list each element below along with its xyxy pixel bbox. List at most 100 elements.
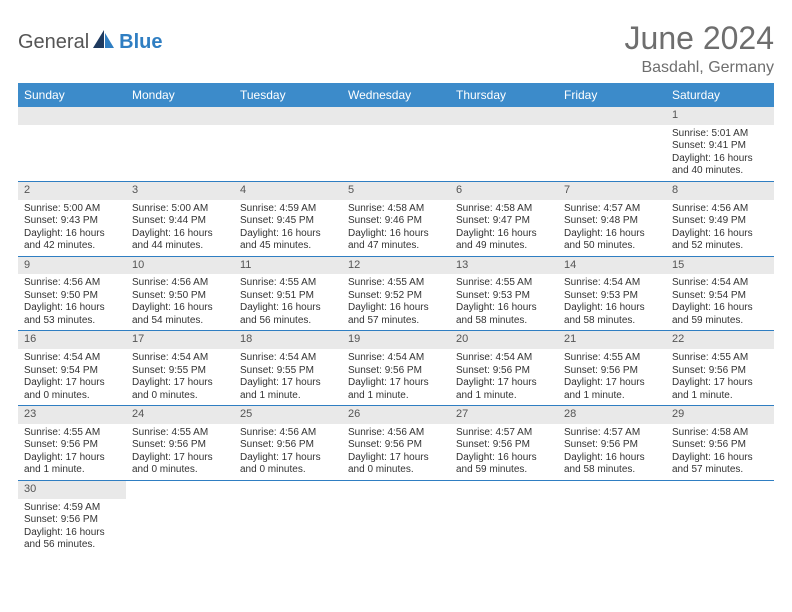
calendar-cell: 11Sunrise: 4:55 AMSunset: 9:51 PMDayligh… [234, 256, 342, 331]
daynum-bar-empty [126, 107, 234, 125]
day-content: Sunrise: 4:55 AMSunset: 9:56 PMDaylight:… [558, 349, 666, 405]
sunset-text: Sunset: 9:53 PM [456, 290, 552, 303]
sunrise-text: Sunrise: 4:59 AM [24, 502, 120, 515]
day-content: Sunrise: 4:56 AMSunset: 9:49 PMDaylight:… [666, 200, 774, 256]
calendar-cell: 30 Sunrise: 4:59 AMSunset: 9:56 PMDayligh… [18, 480, 126, 554]
daylight-text: Daylight: 16 hours and 59 minutes. [456, 452, 552, 477]
sunset-text: Sunset: 9:44 PM [132, 215, 228, 228]
sunset-text: Sunset: 9:56 PM [24, 514, 120, 527]
daylight-text: Daylight: 17 hours and 1 minute. [456, 377, 552, 402]
daylight-text: Daylight: 16 hours and 53 minutes. [24, 302, 120, 327]
day-content: Sunrise: 5:01 AMSunset: 9:41 PMDaylight:… [666, 125, 774, 181]
day-content: Sunrise: 4:54 AMSunset: 9:55 PMDaylight:… [234, 349, 342, 405]
day-content: Sunrise: 4:55 AMSunset: 9:52 PMDaylight:… [342, 274, 450, 330]
day-number: 15 [666, 257, 774, 275]
daylight-text: Daylight: 16 hours and 56 minutes. [24, 527, 120, 552]
sunset-text: Sunset: 9:54 PM [24, 365, 120, 378]
daylight-text: Daylight: 17 hours and 0 minutes. [24, 377, 120, 402]
calendar-cell [450, 480, 558, 554]
sunset-text: Sunset: 9:49 PM [672, 215, 768, 228]
day-content: Sunrise: 4:58 AMSunset: 9:46 PMDaylight:… [342, 200, 450, 256]
weekday-header: Thursday [450, 83, 558, 107]
sunrise-text: Sunrise: 4:55 AM [132, 427, 228, 440]
day-number: 24 [126, 406, 234, 424]
day-number: 11 [234, 257, 342, 275]
day-number: 5 [342, 182, 450, 200]
day-number: 3 [126, 182, 234, 200]
calendar-cell: 27Sunrise: 4:57 AMSunset: 9:56 PMDayligh… [450, 406, 558, 481]
weekday-header-row: Sunday Monday Tuesday Wednesday Thursday… [18, 83, 774, 107]
sunset-text: Sunset: 9:55 PM [132, 365, 228, 378]
day-content: Sunrise: 4:54 AMSunset: 9:56 PMDaylight:… [342, 349, 450, 405]
sunset-text: Sunset: 9:43 PM [24, 215, 120, 228]
calendar-cell: 13Sunrise: 4:55 AMSunset: 9:53 PMDayligh… [450, 256, 558, 331]
calendar-week-row: 2Sunrise: 5:00 AMSunset: 9:43 PMDaylight… [18, 181, 774, 256]
calendar-cell: 4Sunrise: 4:59 AMSunset: 9:45 PMDaylight… [234, 181, 342, 256]
day-content: Sunrise: 4:56 AMSunset: 9:56 PMDaylight:… [234, 424, 342, 480]
calendar-cell [18, 107, 126, 181]
day-content: Sunrise: 4:59 AMSunset: 9:45 PMDaylight:… [234, 200, 342, 256]
calendar-cell: 14Sunrise: 4:54 AMSunset: 9:53 PMDayligh… [558, 256, 666, 331]
sunrise-text: Sunrise: 4:54 AM [132, 352, 228, 365]
day-number: 21 [558, 331, 666, 349]
weekday-header: Tuesday [234, 83, 342, 107]
day-number: 6 [450, 182, 558, 200]
calendar-cell: 9Sunrise: 4:56 AMSunset: 9:50 PMDaylight… [18, 256, 126, 331]
day-content: Sunrise: 4:55 AMSunset: 9:56 PMDaylight:… [18, 424, 126, 480]
calendar-cell: 5Sunrise: 4:58 AMSunset: 9:46 PMDaylight… [342, 181, 450, 256]
page-header: General Blue June 2024 Basdahl, Germany [18, 20, 774, 77]
sunset-text: Sunset: 9:56 PM [348, 439, 444, 452]
calendar-cell [126, 107, 234, 181]
sunset-text: Sunset: 9:50 PM [24, 290, 120, 303]
day-number: 30 [18, 481, 126, 499]
sunset-text: Sunset: 9:55 PM [240, 365, 336, 378]
sunset-text: Sunset: 9:56 PM [240, 439, 336, 452]
daylight-text: Daylight: 16 hours and 40 minutes. [672, 153, 768, 178]
day-number: 12 [342, 257, 450, 275]
sunrise-text: Sunrise: 4:58 AM [672, 427, 768, 440]
day-number: 4 [234, 182, 342, 200]
daynum-bar-empty [450, 107, 558, 125]
daynum-bar-empty [558, 107, 666, 125]
day-content: Sunrise: 4:54 AMSunset: 9:55 PMDaylight:… [126, 349, 234, 405]
brand-logo: General Blue [18, 20, 163, 55]
day-number: 22 [666, 331, 774, 349]
calendar-week-row: 30 Sunrise: 4:59 AMSunset: 9:56 PMDayligh… [18, 480, 774, 554]
calendar-cell: 24Sunrise: 4:55 AMSunset: 9:56 PMDayligh… [126, 406, 234, 481]
calendar-body: 1Sunrise: 5:01 AMSunset: 9:41 PMDaylight… [18, 107, 774, 555]
calendar-cell: 10Sunrise: 4:56 AMSunset: 9:50 PMDayligh… [126, 256, 234, 331]
daylight-text: Daylight: 16 hours and 57 minutes. [348, 302, 444, 327]
day-number: 8 [666, 182, 774, 200]
calendar-cell: 17Sunrise: 4:54 AMSunset: 9:55 PMDayligh… [126, 331, 234, 406]
sunrise-text: Sunrise: 5:00 AM [132, 203, 228, 216]
sunrise-text: Sunrise: 4:57 AM [564, 203, 660, 216]
sunset-text: Sunset: 9:56 PM [348, 365, 444, 378]
day-content: Sunrise: 4:55 AMSunset: 9:56 PMDaylight:… [666, 349, 774, 405]
calendar-cell: 20Sunrise: 4:54 AMSunset: 9:56 PMDayligh… [450, 331, 558, 406]
calendar-cell: 6Sunrise: 4:58 AMSunset: 9:47 PMDaylight… [450, 181, 558, 256]
calendar-cell: 28Sunrise: 4:57 AMSunset: 9:56 PMDayligh… [558, 406, 666, 481]
sunrise-text: Sunrise: 5:01 AM [672, 128, 768, 141]
sunset-text: Sunset: 9:56 PM [672, 365, 768, 378]
day-content: Sunrise: 4:57 AMSunset: 9:56 PMDaylight:… [558, 424, 666, 480]
weekday-header: Wednesday [342, 83, 450, 107]
sunrise-text: Sunrise: 5:00 AM [24, 203, 120, 216]
calendar-cell: 19Sunrise: 4:54 AMSunset: 9:56 PMDayligh… [342, 331, 450, 406]
sunrise-text: Sunrise: 4:56 AM [348, 427, 444, 440]
calendar-cell [342, 480, 450, 554]
calendar-cell: 15Sunrise: 4:54 AMSunset: 9:54 PMDayligh… [666, 256, 774, 331]
sunset-text: Sunset: 9:46 PM [348, 215, 444, 228]
weekday-header: Monday [126, 83, 234, 107]
sunrise-text: Sunrise: 4:57 AM [564, 427, 660, 440]
day-content: Sunrise: 5:00 AMSunset: 9:43 PMDaylight:… [18, 200, 126, 256]
calendar-week-row: 16Sunrise: 4:54 AMSunset: 9:54 PMDayligh… [18, 331, 774, 406]
title-block: June 2024 Basdahl, Germany [625, 20, 774, 77]
daylight-text: Daylight: 16 hours and 49 minutes. [456, 228, 552, 253]
day-number: 18 [234, 331, 342, 349]
sunset-text: Sunset: 9:47 PM [456, 215, 552, 228]
sunset-text: Sunset: 9:53 PM [564, 290, 660, 303]
day-number: 28 [558, 406, 666, 424]
day-number: 20 [450, 331, 558, 349]
sunrise-text: Sunrise: 4:55 AM [456, 277, 552, 290]
daylight-text: Daylight: 16 hours and 42 minutes. [24, 228, 120, 253]
